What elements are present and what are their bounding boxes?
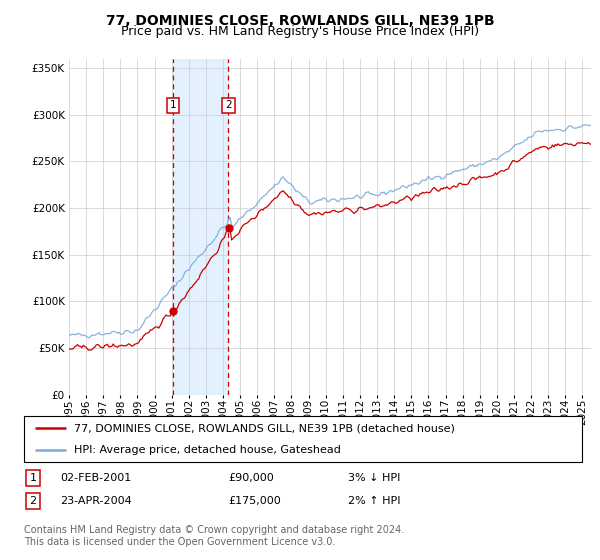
Text: 2% ↑ HPI: 2% ↑ HPI <box>348 496 401 506</box>
Text: HPI: Average price, detached house, Gateshead: HPI: Average price, detached house, Gate… <box>74 445 341 455</box>
Text: 77, DOMINIES CLOSE, ROWLANDS GILL, NE39 1PB (detached house): 77, DOMINIES CLOSE, ROWLANDS GILL, NE39 … <box>74 423 455 433</box>
Text: 2: 2 <box>225 100 232 110</box>
Text: 3% ↓ HPI: 3% ↓ HPI <box>348 473 400 483</box>
Text: £175,000: £175,000 <box>228 496 281 506</box>
Text: 77, DOMINIES CLOSE, ROWLANDS GILL, NE39 1PB: 77, DOMINIES CLOSE, ROWLANDS GILL, NE39 … <box>106 14 494 28</box>
Text: £90,000: £90,000 <box>228 473 274 483</box>
Text: 1: 1 <box>29 473 37 483</box>
Text: 23-APR-2004: 23-APR-2004 <box>60 496 132 506</box>
Text: 1: 1 <box>170 100 176 110</box>
Text: Price paid vs. HM Land Registry's House Price Index (HPI): Price paid vs. HM Land Registry's House … <box>121 25 479 38</box>
Text: 2: 2 <box>29 496 37 506</box>
FancyBboxPatch shape <box>24 416 582 462</box>
Text: Contains HM Land Registry data © Crown copyright and database right 2024.
This d: Contains HM Land Registry data © Crown c… <box>24 525 404 547</box>
Bar <box>173 59 229 395</box>
Text: 02-FEB-2001: 02-FEB-2001 <box>60 473 131 483</box>
